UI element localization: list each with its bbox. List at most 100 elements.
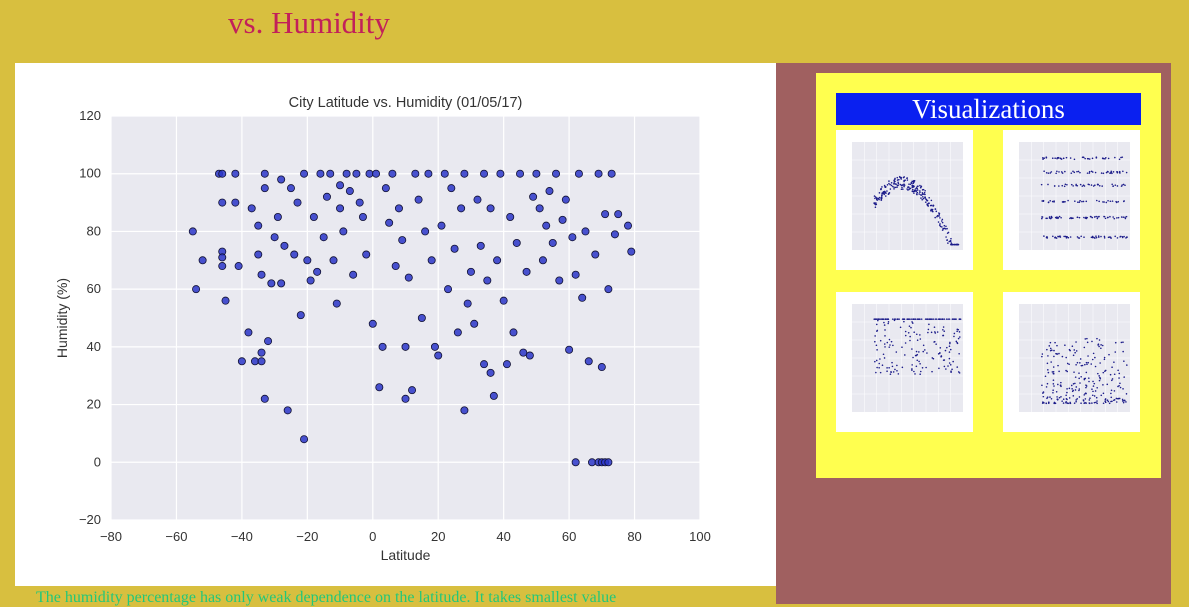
thumbnail-point <box>942 359 945 361</box>
thumbnail-point <box>1106 399 1109 402</box>
thumbnail-point <box>908 325 911 327</box>
thumbnail-point <box>915 365 918 368</box>
data-point <box>244 328 253 337</box>
thumbnail-point <box>1107 400 1110 403</box>
thumbnail-max-temperature[interactable] <box>836 130 973 270</box>
data-point <box>277 279 286 288</box>
thumbnail-point <box>1079 171 1081 174</box>
thumbnail-point <box>1113 390 1116 392</box>
thumbnail-point <box>928 202 930 204</box>
data-point <box>525 351 534 360</box>
x-tick-label: −80 <box>100 529 122 544</box>
thumbnail-point <box>948 351 951 353</box>
data-point <box>538 256 547 265</box>
thumbnail-point <box>950 237 952 240</box>
x-tick-label: −60 <box>165 529 187 544</box>
data-point <box>610 230 619 239</box>
thumbnail-point <box>953 332 956 335</box>
thumbnail-point <box>941 226 943 228</box>
thumbnail-point <box>1089 215 1092 218</box>
thumbnail-point <box>887 318 889 320</box>
thumbnail-point <box>930 318 933 320</box>
thumbnail-point <box>883 321 885 324</box>
data-point <box>293 198 302 207</box>
thumbnail-point <box>935 318 938 320</box>
thumbnail-point <box>1078 372 1080 374</box>
thumbnail-point <box>924 201 927 203</box>
thumbnail-point <box>1084 398 1087 400</box>
thumbnail-point <box>1069 349 1071 352</box>
thumbnail-point <box>904 330 907 333</box>
thumbnail-point <box>940 355 943 357</box>
thumbnail-point <box>1115 397 1118 400</box>
thumbnail-point <box>1076 216 1079 219</box>
thumbnail-point <box>901 366 904 369</box>
data-point <box>234 262 243 271</box>
thumbnail-point <box>1078 388 1081 390</box>
thumbnail-point <box>1053 349 1055 352</box>
thumbnail-point <box>911 321 913 323</box>
thumbnail-point <box>909 318 911 320</box>
chart-title: City Latitude vs. Humidity (01/05/17) <box>289 95 523 111</box>
thumbnail-point <box>1052 389 1054 391</box>
thumbnail-point <box>889 373 892 375</box>
thumbnail-point <box>934 318 937 320</box>
thumbnail-point <box>1075 363 1077 366</box>
thumbnail-point <box>1117 369 1119 372</box>
thumbnail-point <box>897 181 899 184</box>
thumbnail-point <box>1054 341 1056 344</box>
thumbnail-point <box>1107 199 1109 202</box>
thumbnail-point <box>910 326 912 329</box>
thumbnail-point <box>1111 379 1113 382</box>
data-point <box>427 256 436 265</box>
data-point <box>394 204 403 213</box>
thumbnail-point <box>1058 215 1061 218</box>
thumbnail-point <box>1065 369 1067 372</box>
thumbnail-humidity[interactable] <box>836 292 973 432</box>
thumbnail-point <box>930 199 933 202</box>
data-point <box>604 285 613 294</box>
thumbnail-point <box>1067 402 1070 405</box>
data-point <box>264 337 273 346</box>
thumbnail-point <box>925 198 927 201</box>
thumbnail-point <box>1041 200 1044 202</box>
thumbnail-cloudiness[interactable] <box>1003 130 1140 270</box>
thumbnail-point <box>873 318 876 320</box>
thumbnail-point <box>874 335 876 337</box>
thumbnail-points <box>873 175 960 246</box>
thumbnail-point <box>1110 389 1113 392</box>
data-point <box>444 285 453 294</box>
thumbnail-point <box>1120 156 1122 159</box>
data-point <box>476 241 485 250</box>
thumbnail-point <box>893 183 895 185</box>
thumbnail-point <box>874 206 877 208</box>
thumbnail-point <box>1052 370 1055 373</box>
thumbnail-point <box>1073 371 1075 373</box>
data-point <box>280 241 289 250</box>
page-title: vs. Humidity <box>228 5 390 40</box>
data-point <box>336 204 345 213</box>
data-point <box>218 262 227 271</box>
thumbnail-point <box>1092 390 1094 393</box>
thumbnail-point <box>1079 382 1081 384</box>
data-point <box>313 267 322 276</box>
thumbnail-point <box>1057 235 1059 238</box>
thumbnail-point <box>900 178 903 180</box>
thumbnail-point <box>909 335 911 338</box>
data-point <box>267 279 276 288</box>
thumbnail-point <box>1073 349 1076 351</box>
thumbnail-point <box>889 344 891 346</box>
thumbnail-point <box>1085 384 1087 386</box>
thumbnail-point <box>930 208 933 211</box>
thumbnail-point <box>898 178 900 181</box>
thumbnail-point <box>1059 384 1062 386</box>
thumbnail-point <box>1051 216 1053 219</box>
data-point <box>372 169 381 178</box>
thumbnail-point <box>1051 371 1054 373</box>
thumbnail-wind-speed[interactable] <box>1003 292 1140 432</box>
data-point <box>460 406 469 415</box>
data-point <box>480 360 489 369</box>
thumbnail-point <box>1112 399 1115 402</box>
data-point <box>385 218 394 227</box>
thumbnail-point <box>878 192 881 194</box>
